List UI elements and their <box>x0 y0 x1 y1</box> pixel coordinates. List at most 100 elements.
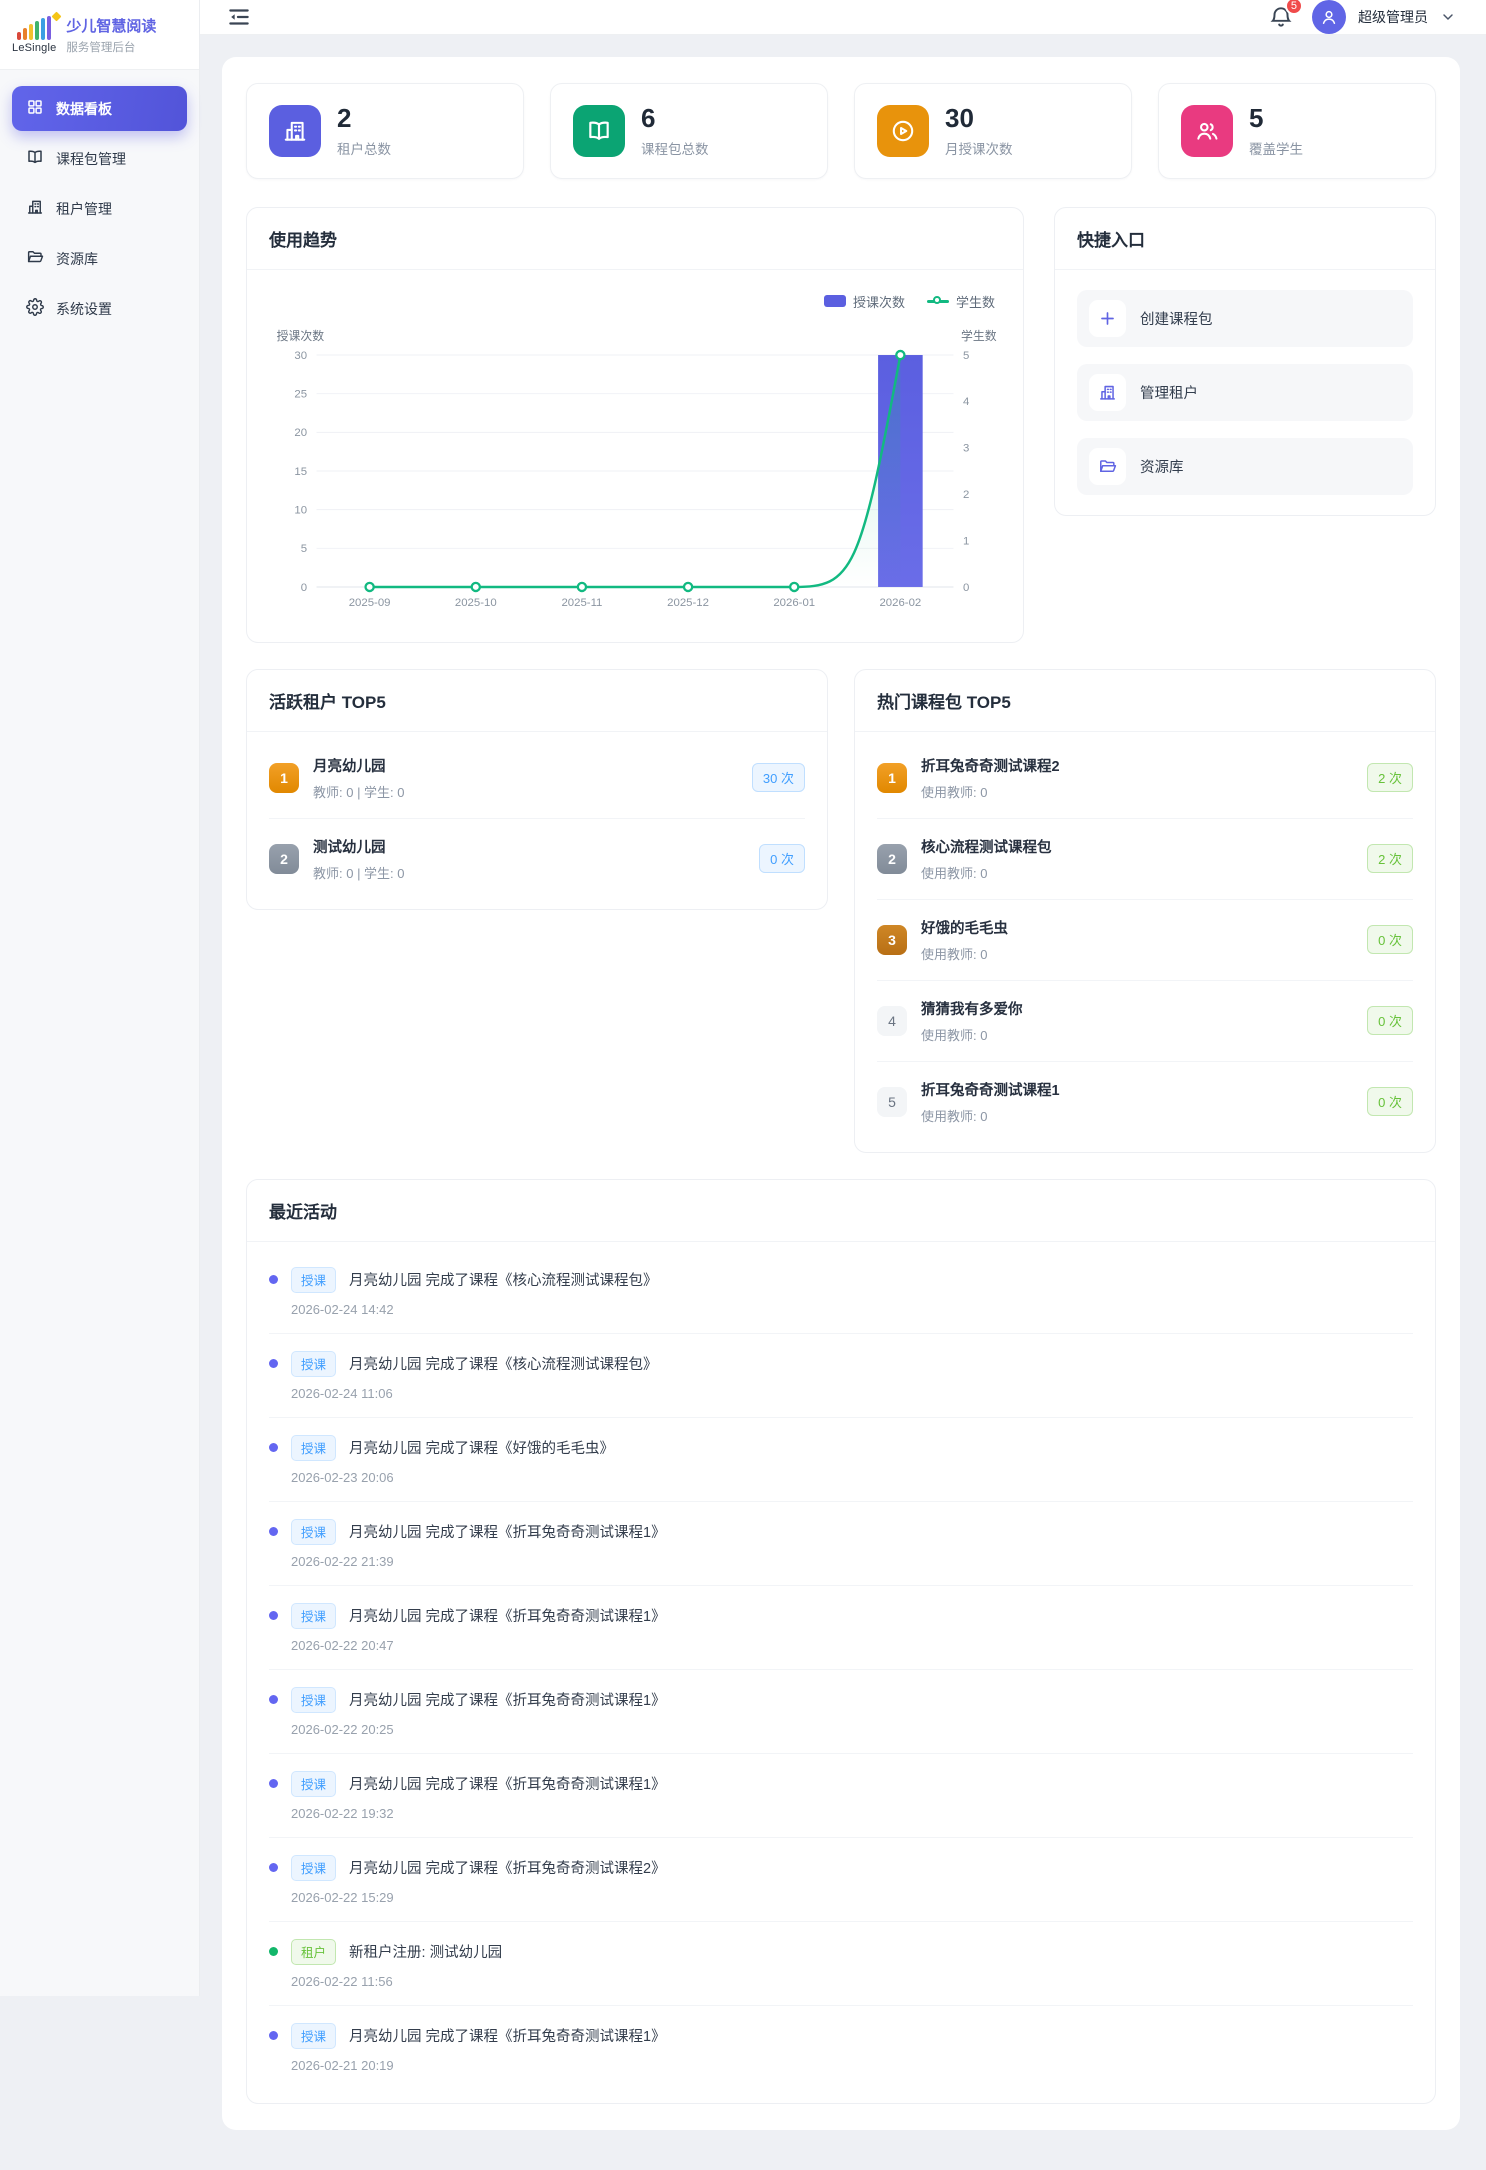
tenant-detail: 教师: 0 | 学生: 0 <box>313 784 405 800</box>
sidebar-item[interactable]: 系统设置 <box>12 286 187 331</box>
usage-count-badge: 0 次 <box>1367 1006 1413 1036</box>
course-detail: 使用教师: 0 <box>921 1027 988 1043</box>
activity-time: 2026-02-22 11:56 <box>291 1973 393 1989</box>
activity-tag: 授课 <box>291 1518 337 1545</box>
activity-text: 月亮幼儿园 完成了课程《核心流程测试课程包》 <box>349 1357 658 1374</box>
quick-entry-item[interactable]: 管理租户 <box>1077 363 1413 421</box>
brand-logo-icon: LeSingle <box>12 11 62 54</box>
legend-bar-swatch <box>823 295 846 308</box>
activity-text: 月亮幼儿园 完成了课程《折耳兔奇奇测试课程1》 <box>349 1525 666 1542</box>
page-content: 2 租户总数 6 课程包总数 <box>200 35 1486 2170</box>
legend-item[interactable]: 学生数 <box>926 292 995 311</box>
activity-tag: 授课 <box>291 1770 337 1797</box>
activity-time: 2026-02-22 20:47 <box>291 1637 394 1653</box>
activity-row: 授课 月亮幼儿园 完成了课程《折耳兔奇奇测试课程1》 2026-02-22 20… <box>269 1586 1413 1670</box>
course-row: 5 折耳兔奇奇测试课程1 使用教师: 0 0 次 <box>877 1062 1413 1142</box>
svg-text:15: 15 <box>294 465 307 477</box>
svg-text:授课次数: 授课次数 <box>277 328 325 342</box>
activity-dot <box>269 1695 278 1705</box>
stats-row: 2 租户总数 6 课程包总数 <box>246 83 1436 179</box>
sidebar-item-label: 资源库 <box>56 250 98 267</box>
svg-text:20: 20 <box>294 427 307 439</box>
chevron-down-icon[interactable] <box>1440 9 1456 25</box>
activity-time: 2026-02-22 19:32 <box>291 1805 394 1821</box>
activity-time: 2026-02-24 14:42 <box>291 1301 394 1317</box>
quick-entry-icon <box>1089 447 1126 485</box>
quick-entry-label: 管理租户 <box>1140 385 1198 402</box>
notification-count-badge: 5 <box>1284 0 1303 15</box>
course-name: 猜猜我有多爱你 <box>921 1001 1023 1018</box>
activity-time: 2026-02-21 20:19 <box>291 2057 394 2073</box>
brand-name: LeSingle <box>12 41 57 54</box>
stat-card: 30 月授课次数 <box>854 83 1132 179</box>
legend-item[interactable]: 授课次数 <box>823 292 905 311</box>
stat-card: 6 课程包总数 <box>550 83 828 179</box>
activity-dot <box>269 1275 278 1285</box>
sidebar-item-label: 租户管理 <box>56 200 112 217</box>
svg-text:10: 10 <box>294 504 307 516</box>
quick-entry-item[interactable]: 创建课程包 <box>1077 289 1413 347</box>
quick-entry-panel: 快捷入口 创建课程包 管理租户 <box>1054 206 1436 516</box>
rank-badge: 4 <box>877 1005 907 1036</box>
svg-text:5: 5 <box>963 349 969 361</box>
stat-label: 覆盖学生 <box>1249 141 1303 157</box>
svg-text:2025-12: 2025-12 <box>667 597 709 609</box>
activity-text: 新租户注册: 测试幼儿园 <box>349 1945 503 1962</box>
rank-badge: 5 <box>877 1086 907 1117</box>
dashboard-container: 2 租户总数 6 课程包总数 <box>222 57 1460 2130</box>
course-row: 2 核心流程测试课程包 使用教师: 0 2 次 <box>877 819 1413 900</box>
activity-text: 月亮幼儿园 完成了课程《好饿的毛毛虫》 <box>349 1441 615 1458</box>
svg-text:1: 1 <box>963 535 969 547</box>
activity-tag: 授课 <box>291 1602 337 1629</box>
course-detail: 使用教师: 0 <box>921 784 988 800</box>
quick-entry-label: 资源库 <box>1140 459 1184 476</box>
stat-icon <box>877 104 929 157</box>
activity-dot <box>269 1611 278 1621</box>
stat-value: 6 <box>641 103 656 133</box>
activity-dot <box>269 1947 278 1957</box>
activity-time: 2026-02-23 20:06 <box>291 1469 394 1485</box>
app-title: 少儿智慧阅读 <box>66 17 157 35</box>
sidebar-nav: 数据看板 课程包管理 租户管理 资源库 系统设置 <box>0 70 199 347</box>
svg-text:4: 4 <box>963 396 969 408</box>
svg-text:2025-09: 2025-09 <box>349 597 391 609</box>
stat-icon <box>573 104 625 157</box>
activity-row: 授课 月亮幼儿园 完成了课程《核心流程测试课程包》 2026-02-24 11:… <box>269 1334 1413 1418</box>
hot-courses-title: 热门课程包 TOP5 <box>855 670 1435 732</box>
sidebar: LeSingle 少儿智慧阅读 服务管理后台 数据看板 课程包管理 租户管理 <box>0 0 200 1996</box>
course-detail: 使用教师: 0 <box>921 946 988 962</box>
activity-time: 2026-02-24 11:06 <box>291 1385 393 1401</box>
stat-value: 30 <box>945 103 974 133</box>
sidebar-item-icon <box>26 198 44 219</box>
course-name: 折耳兔奇奇测试课程1 <box>921 1082 1060 1099</box>
activity-row: 租户 新租户注册: 测试幼儿园 2026-02-22 11:56 <box>269 1922 1413 2006</box>
sidebar-item[interactable]: 数据看板 <box>12 86 187 131</box>
quick-entry-item[interactable]: 资源库 <box>1077 437 1413 495</box>
quick-entry-icon <box>1089 373 1126 411</box>
sidebar-item-label: 系统设置 <box>56 300 112 317</box>
app-subtitle: 服务管理后台 <box>66 41 136 54</box>
sidebar-item[interactable]: 租户管理 <box>12 186 187 231</box>
usage-trend-title: 使用趋势 <box>247 208 1023 270</box>
svg-text:25: 25 <box>294 388 307 400</box>
activity-tag: 租户 <box>291 1938 337 1965</box>
chart-legend: 授课次数 学生数 <box>269 290 1001 317</box>
tenant-row: 1 月亮幼儿园 教师: 0 | 学生: 0 30 次 <box>269 738 805 819</box>
user-name[interactable]: 超级管理员 <box>1358 9 1428 25</box>
rank-badge: 1 <box>877 762 907 793</box>
sidebar-item[interactable]: 课程包管理 <box>12 136 187 181</box>
activity-text: 月亮幼儿园 完成了课程《折耳兔奇奇测试课程1》 <box>349 1777 666 1794</box>
activity-row: 授课 月亮幼儿园 完成了课程《折耳兔奇奇测试课程1》 2026-02-22 20… <box>269 1670 1413 1754</box>
stat-label: 月授课次数 <box>945 141 1013 157</box>
user-avatar[interactable] <box>1312 0 1346 34</box>
svg-text:2: 2 <box>963 489 969 501</box>
activity-tag: 授课 <box>291 2022 337 2049</box>
usage-trend-chart: 0 5 10 15 20 25 30 0 1 2 3 4 5 授课次数 学生数 2025-09 2025-10 2… <box>269 317 1001 622</box>
course-detail: 使用教师: 0 <box>921 865 988 881</box>
usage-count-badge: 0 次 <box>759 844 805 874</box>
notification-bell-icon[interactable]: 5 <box>1268 0 1303 30</box>
sidebar-item-icon <box>26 148 44 169</box>
activity-tag: 授课 <box>291 1686 337 1713</box>
sidebar-item[interactable]: 资源库 <box>12 236 187 281</box>
sidebar-collapse-icon[interactable] <box>226 4 252 30</box>
